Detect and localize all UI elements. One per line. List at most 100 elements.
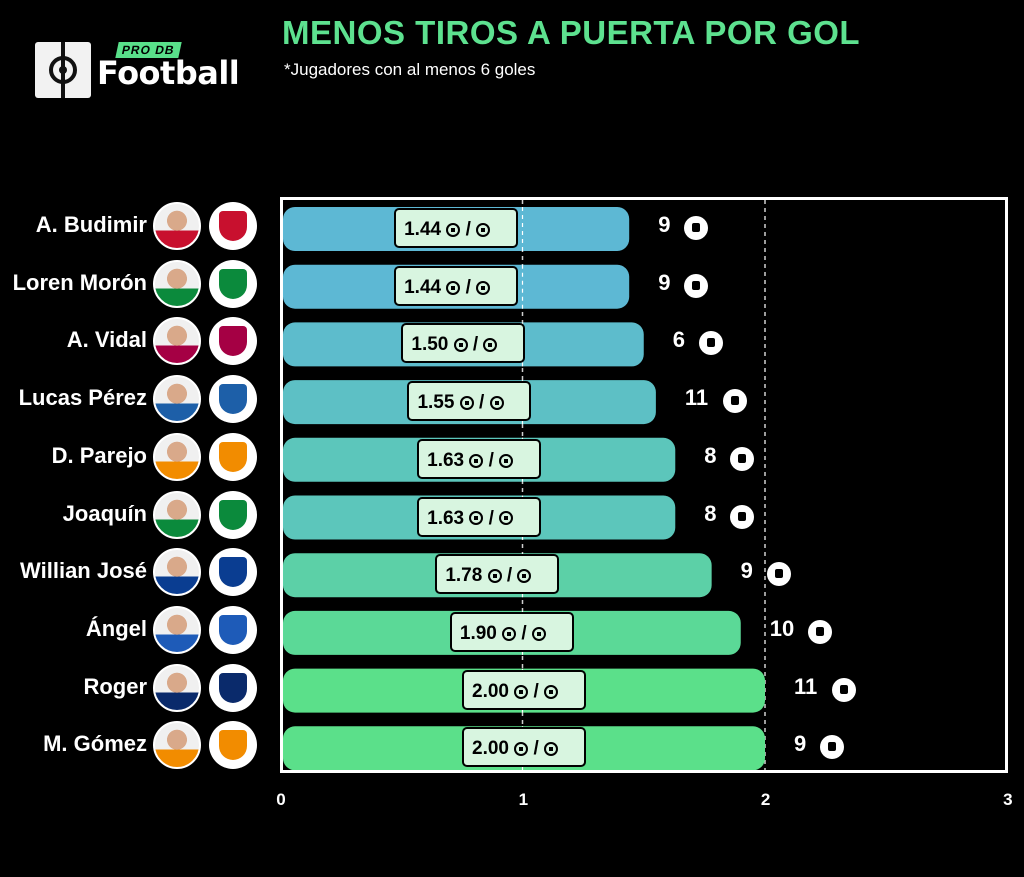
player-photo: [153, 202, 201, 250]
player-name: Joaquín: [62, 500, 147, 526]
soccer-ball-icon: [730, 446, 755, 471]
shot-icon: [459, 396, 474, 411]
value-text: 1.44: [404, 276, 447, 298]
goals-count: 9: [794, 731, 807, 757]
player-name: D. Parejo: [51, 442, 147, 468]
shot-icon: [469, 453, 484, 468]
value-label: 1.55 /: [407, 381, 532, 422]
soccer-ball-icon: [820, 735, 844, 760]
goal-ball-icon: [483, 338, 498, 353]
value-label: 1.63 /: [417, 496, 542, 537]
player-photo: [153, 721, 201, 770]
value-text: 1.50: [411, 334, 454, 356]
value-text: 2.00: [472, 738, 515, 760]
per-separator: /: [483, 507, 500, 529]
value-label: 1.90 /: [449, 611, 574, 652]
player-name: Willian José: [20, 558, 147, 584]
player-photo: [153, 432, 201, 481]
goals-count: 9: [658, 212, 671, 237]
player-name: M. Gómez: [43, 731, 147, 757]
goal-ball-icon: [476, 280, 491, 295]
goals-count: 11: [684, 385, 709, 411]
team-crest: [209, 375, 257, 424]
value-text: 1.44: [404, 219, 447, 240]
player-photo: [153, 490, 201, 539]
player-photo: [153, 663, 201, 712]
value-text: 2.00: [472, 680, 515, 702]
goal-ball-icon: [531, 626, 546, 641]
value-label: 1.50 /: [401, 323, 526, 364]
value-label: 2.00 /: [462, 669, 586, 710]
per-separator: /: [473, 392, 490, 414]
shot-icon: [514, 684, 529, 699]
chart-title: MENOS TIROS A PUERTA POR GOL: [282, 14, 861, 51]
goals-count: 6: [672, 327, 685, 353]
team-crest: [209, 548, 257, 597]
shot-icon: [446, 222, 461, 237]
value-label: 1.63 /: [417, 438, 542, 479]
player-name: A. Budimir: [35, 212, 147, 237]
team-crest: [209, 605, 257, 654]
team-crest: [209, 721, 257, 770]
shot-icon: [446, 280, 461, 295]
goals-count: 11: [794, 673, 818, 699]
player-photo: [153, 605, 201, 654]
per-separator: /: [467, 334, 484, 356]
player-photo: [153, 259, 201, 308]
team-crest: [209, 317, 257, 366]
goal-ball-icon: [499, 511, 514, 526]
player-name: Lucas Pérez: [18, 385, 147, 411]
player-photo: [153, 317, 201, 366]
player-photo: [153, 548, 201, 597]
goal-ball-icon: [476, 222, 491, 237]
per-separator: /: [528, 680, 545, 702]
shot-icon: [453, 338, 468, 353]
value-label: 1.78 /: [435, 554, 560, 595]
player-name: A. Vidal: [66, 327, 147, 353]
value-label: 1.44 /: [394, 208, 519, 248]
goals-count: 10: [769, 615, 795, 641]
player-name: Ángel: [85, 615, 147, 641]
goals-count: 8: [704, 500, 717, 526]
logo-mark: [35, 42, 91, 98]
logo-wordmark: Football: [97, 54, 240, 92]
soccer-ball-icon: [730, 504, 755, 529]
value-label: 2.00 /: [462, 727, 586, 768]
goal-ball-icon: [499, 453, 514, 468]
x-tick-label: 0: [276, 790, 286, 809]
goal-ball-icon: [544, 742, 559, 757]
team-crest: [209, 490, 257, 539]
per-separator: /: [460, 276, 477, 298]
player-photo: [153, 375, 201, 424]
shot-icon: [487, 569, 502, 584]
soccer-ball-icon: [698, 331, 723, 356]
team-crest: [209, 663, 257, 712]
x-tick-label: 3: [1003, 790, 1013, 809]
value-text: 1.63: [427, 507, 470, 529]
goals-count: 9: [740, 558, 753, 584]
value-label: 1.44 /: [394, 265, 519, 306]
per-separator: /: [483, 449, 500, 471]
value-text: 1.90: [459, 622, 503, 644]
goal-ball-icon: [517, 569, 532, 584]
team-crest: [209, 432, 257, 481]
goal-ball-icon: [544, 684, 559, 699]
soccer-ball-icon: [807, 619, 832, 644]
per-separator: /: [460, 219, 477, 240]
value-text: 1.63: [427, 449, 470, 471]
goal-ball-icon: [489, 396, 504, 411]
soccer-ball-icon: [832, 677, 856, 702]
value-text: 1.55: [417, 392, 460, 414]
goals-count: 9: [658, 269, 671, 295]
x-tick-label: 2: [760, 790, 771, 809]
value-text: 1.78: [445, 565, 488, 587]
per-separator: /: [528, 738, 545, 760]
profootballdb-logo: PRO DB Football: [35, 40, 250, 102]
per-separator: /: [516, 622, 532, 644]
x-tick-label: 1: [518, 790, 529, 809]
player-name: Roger: [83, 673, 147, 699]
per-separator: /: [501, 565, 518, 587]
soccer-ball-icon: [722, 389, 747, 414]
plot-area: [280, 197, 1008, 773]
shot-icon: [502, 626, 517, 641]
